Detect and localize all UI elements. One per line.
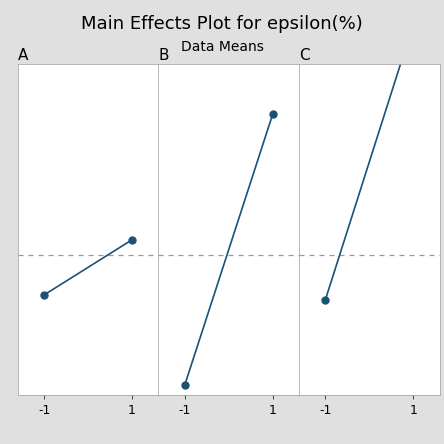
Text: Data Means: Data Means bbox=[181, 40, 263, 54]
Text: C: C bbox=[299, 48, 309, 63]
Text: A: A bbox=[18, 48, 28, 63]
Text: Main Effects Plot for epsilon(%): Main Effects Plot for epsilon(%) bbox=[81, 16, 363, 33]
Text: B: B bbox=[159, 48, 169, 63]
